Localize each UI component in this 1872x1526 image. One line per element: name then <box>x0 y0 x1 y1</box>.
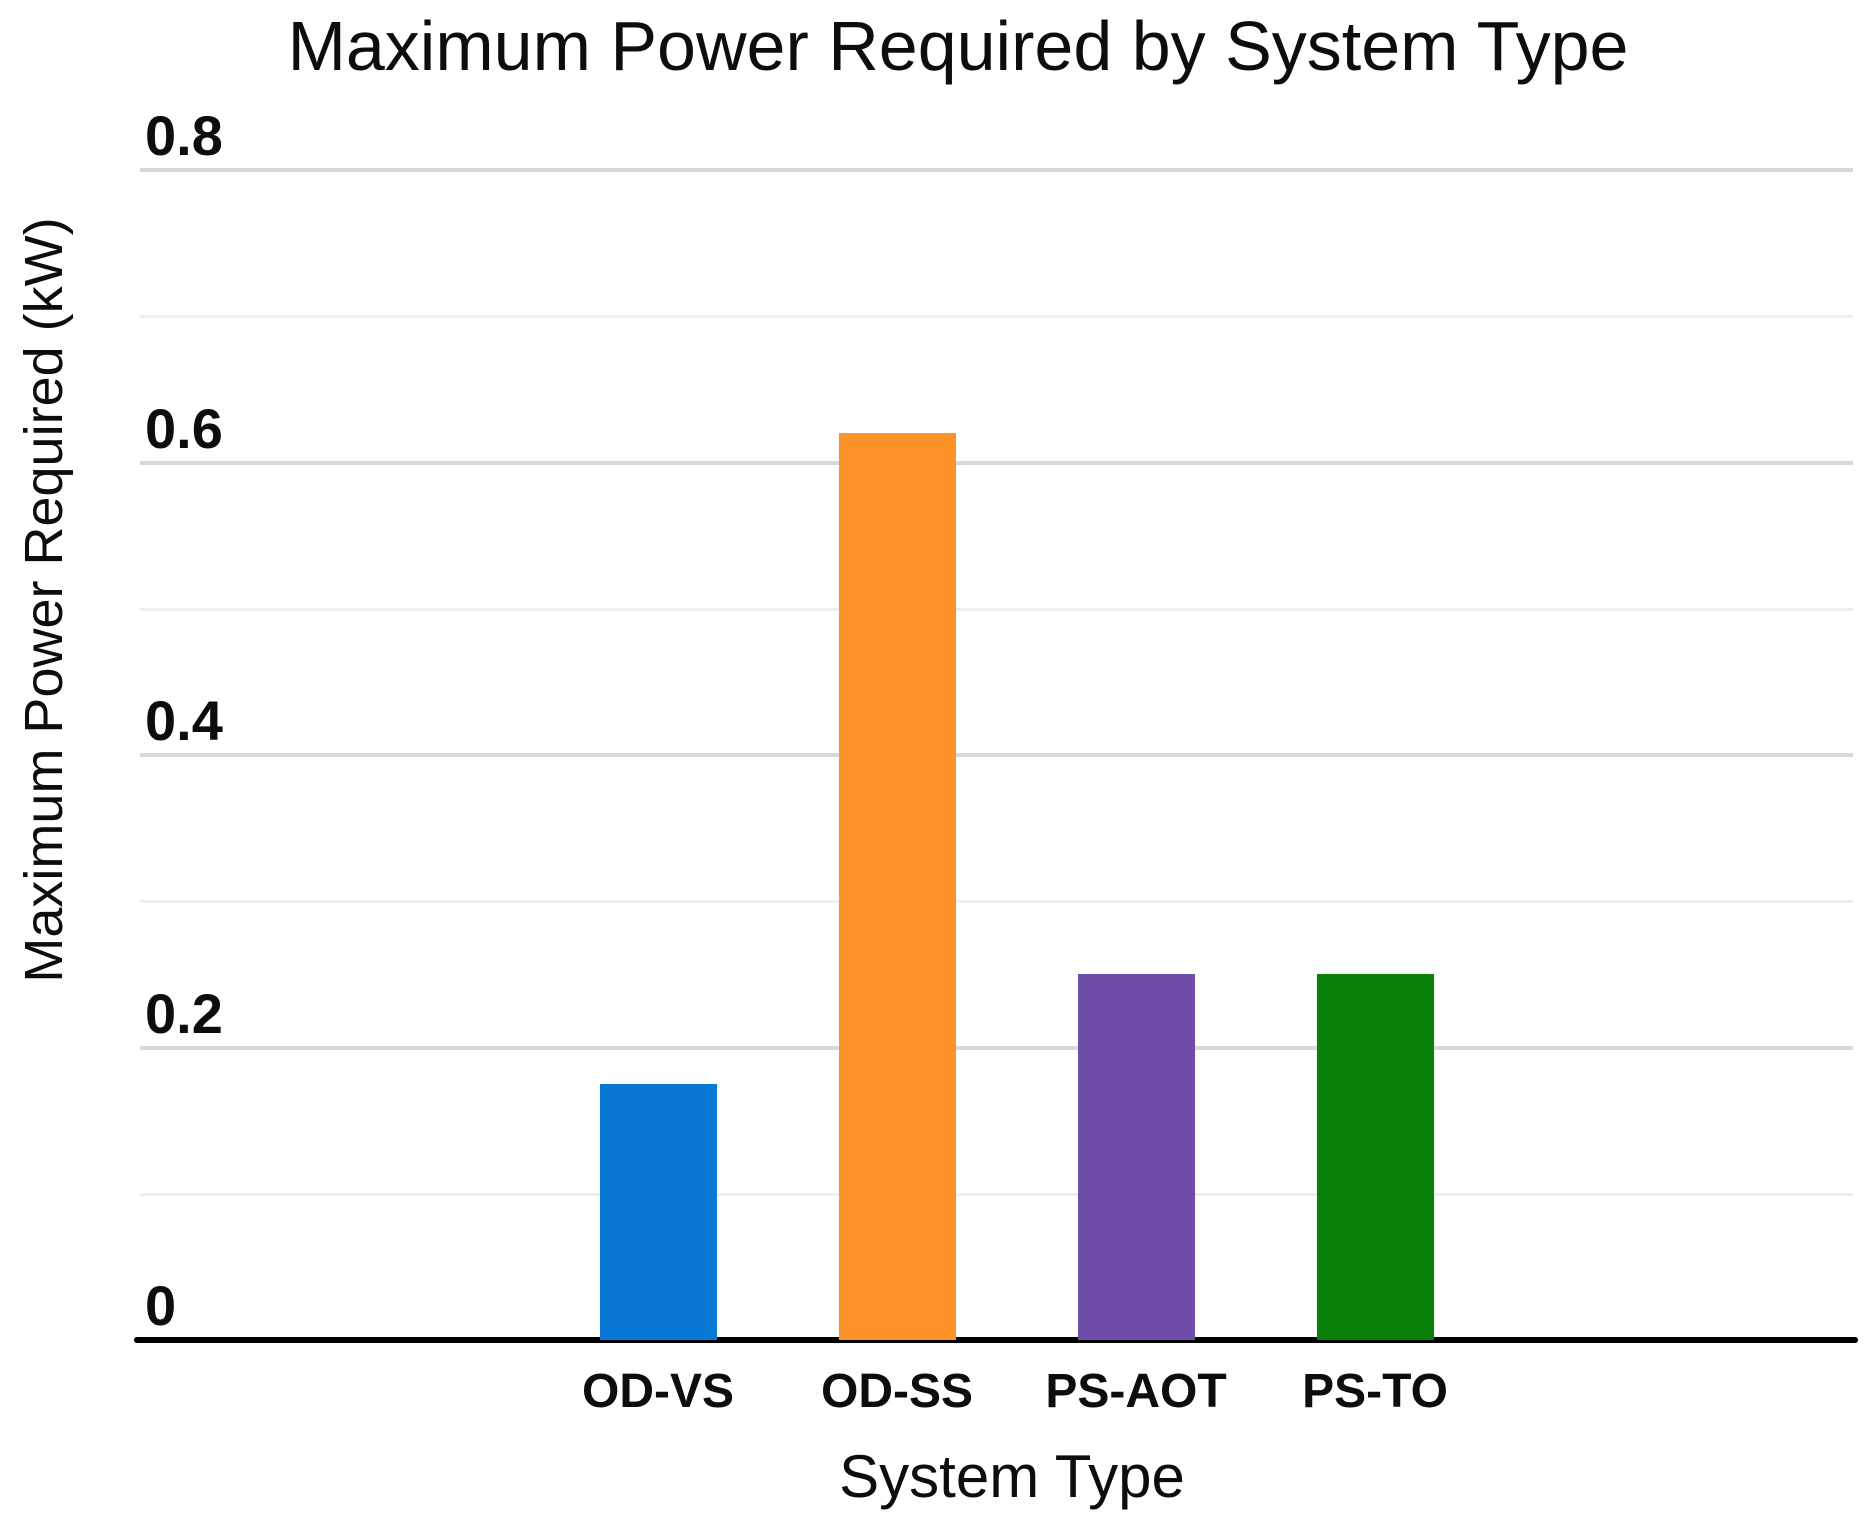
gridline-minor <box>140 315 1853 319</box>
x-tick-label: PS-TO <box>1302 1365 1448 1418</box>
y-tick-label: 0.8 <box>145 104 223 167</box>
x-tick-label: OD-SS <box>820 1365 974 1418</box>
gridline-major <box>140 753 1853 757</box>
x-tick-label: OD-VS <box>581 1365 735 1418</box>
bar-ps-to <box>1316 974 1434 1340</box>
y-tick-label: 0 <box>145 1274 177 1337</box>
gridline-minor <box>140 900 1853 904</box>
gridline-minor <box>140 607 1853 611</box>
x-axis-line <box>134 1337 1858 1343</box>
bar-ps-aot <box>1077 974 1195 1340</box>
y-tick-label: 0.2 <box>145 981 223 1045</box>
gridline-minor <box>140 1192 1853 1196</box>
y-tick-label: 0.4 <box>145 689 223 752</box>
y-tick-label: 0.6 <box>145 396 223 460</box>
gridline-major <box>140 168 1853 172</box>
x-tick-label: PS-AOT <box>1045 1365 1227 1418</box>
chart-title: Maximum Power Required by System Type <box>287 7 1629 85</box>
gridline-major <box>140 460 1853 465</box>
x-axis-title: System Type <box>839 1443 1185 1510</box>
y-axis-title: Maximum Power Required (kW) <box>14 217 74 983</box>
bar-od-ss <box>838 433 956 1340</box>
gridline-major <box>140 1045 1853 1050</box>
bar-od-vs <box>599 1084 717 1340</box>
